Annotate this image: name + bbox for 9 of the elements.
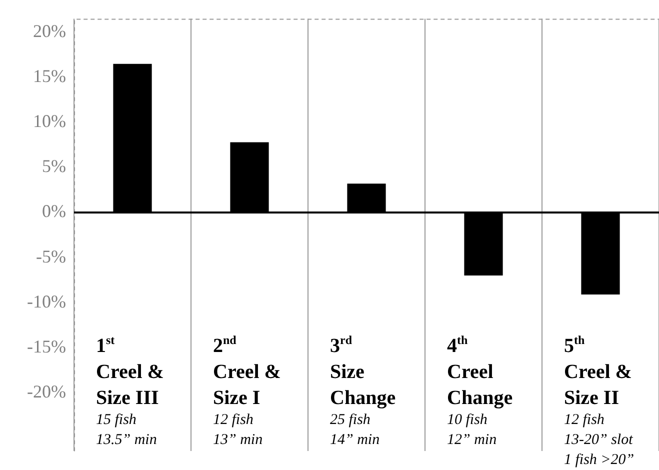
y-tick-label: 15%	[33, 66, 66, 86]
y-tick-label: -5%	[36, 246, 66, 266]
y-tick-label: -10%	[27, 291, 66, 312]
y-tick-label: 20%	[33, 21, 66, 42]
y-tick-label: 0%	[42, 201, 66, 222]
y-tick-label: 10%	[33, 111, 66, 132]
y-tick-label: -20%	[27, 381, 66, 402]
y-tick-label: 5%	[42, 156, 66, 176]
y-tick-label: -15%	[27, 336, 66, 356]
